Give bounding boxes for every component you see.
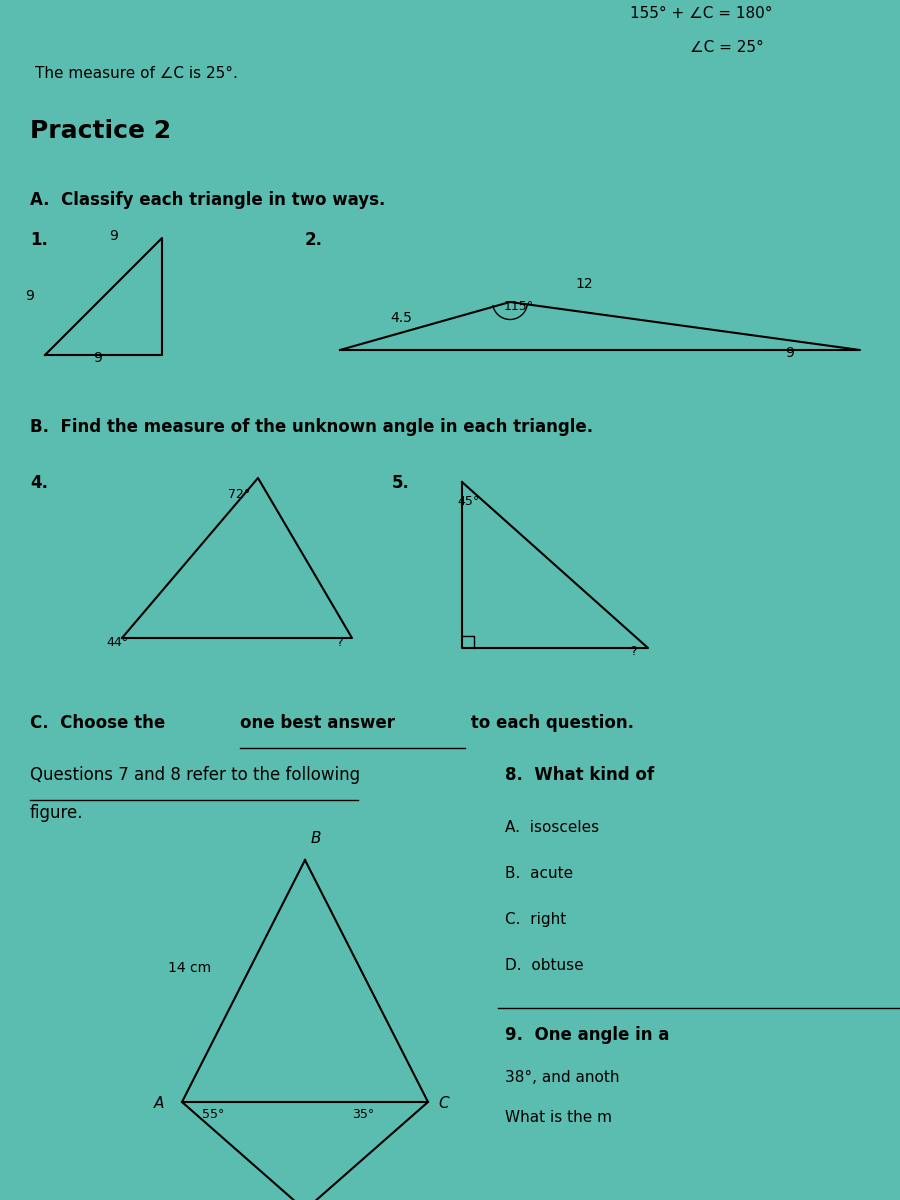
Text: B: B bbox=[311, 830, 321, 846]
Text: A.  isosceles: A. isosceles bbox=[505, 820, 599, 835]
Text: 115°: 115° bbox=[504, 300, 534, 313]
Text: one best answer: one best answer bbox=[240, 714, 395, 732]
Text: 1.: 1. bbox=[30, 230, 48, 248]
Text: A.  Classify each triangle in two ways.: A. Classify each triangle in two ways. bbox=[30, 191, 385, 209]
Text: 4.: 4. bbox=[30, 474, 48, 492]
Text: ∠C = 25°: ∠C = 25° bbox=[690, 40, 764, 55]
Text: ?: ? bbox=[630, 646, 636, 658]
Text: B.  acute: B. acute bbox=[505, 866, 573, 881]
Text: 8.  What kind of: 8. What kind of bbox=[505, 766, 654, 784]
Text: 38°, and anoth: 38°, and anoth bbox=[505, 1070, 619, 1085]
Text: 35°: 35° bbox=[352, 1108, 374, 1121]
Text: C.  right: C. right bbox=[505, 912, 566, 926]
Text: 2.: 2. bbox=[305, 230, 323, 248]
Text: 155° + ∠C = 180°: 155° + ∠C = 180° bbox=[630, 6, 772, 20]
Text: ?: ? bbox=[336, 636, 343, 649]
Text: to each question.: to each question. bbox=[465, 714, 634, 732]
Text: The measure of ∠C is 25°.: The measure of ∠C is 25°. bbox=[35, 66, 238, 80]
Text: 9: 9 bbox=[109, 229, 118, 242]
Text: 9.  One angle in a: 9. One angle in a bbox=[505, 1026, 670, 1044]
Text: 12: 12 bbox=[575, 277, 592, 290]
Text: D.  obtuse: D. obtuse bbox=[505, 958, 583, 973]
Text: Practice 2: Practice 2 bbox=[30, 119, 171, 143]
Text: figure.: figure. bbox=[30, 804, 84, 822]
Text: 9: 9 bbox=[25, 289, 34, 302]
Text: Questions 7 and 8 refer to the following: Questions 7 and 8 refer to the following bbox=[30, 766, 360, 784]
Text: 44°: 44° bbox=[106, 636, 128, 649]
Text: 4.5: 4.5 bbox=[390, 311, 412, 325]
Text: 45°: 45° bbox=[457, 494, 479, 508]
Text: What is the m: What is the m bbox=[505, 1110, 612, 1126]
Text: 55°: 55° bbox=[202, 1108, 224, 1121]
Text: B.  Find the measure of the unknown angle in each triangle.: B. Find the measure of the unknown angle… bbox=[30, 418, 593, 436]
Text: C.  Choose the: C. Choose the bbox=[30, 714, 171, 732]
Text: C: C bbox=[438, 1096, 448, 1111]
Text: A: A bbox=[154, 1096, 165, 1111]
Text: 9: 9 bbox=[785, 346, 794, 360]
Text: 5.: 5. bbox=[392, 474, 410, 492]
Text: 9: 9 bbox=[93, 350, 102, 365]
Text: 14 cm: 14 cm bbox=[168, 961, 212, 976]
Text: 72°: 72° bbox=[228, 488, 250, 502]
